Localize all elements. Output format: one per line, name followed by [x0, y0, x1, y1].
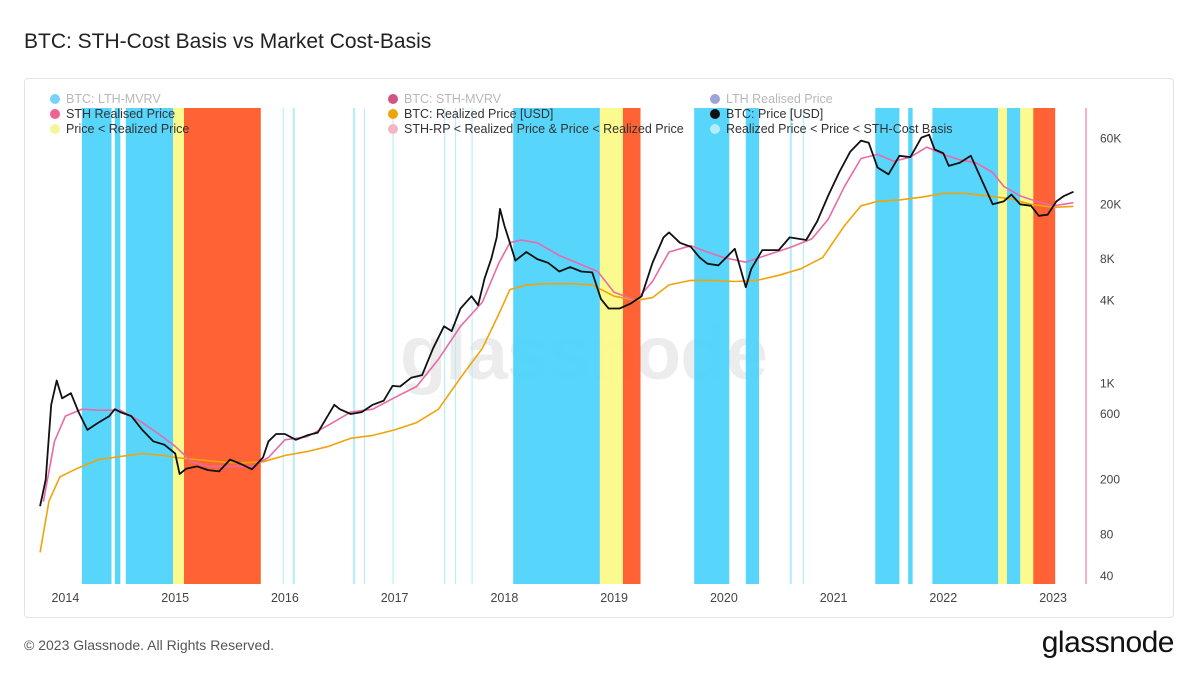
band-7-0 [694, 108, 730, 584]
band-3-5 [444, 108, 446, 584]
band-0-0 [81, 108, 112, 584]
series-line-2 [39, 192, 1074, 553]
x-tick-label-4: 2018 [490, 591, 518, 605]
legend-dot-icon [50, 124, 60, 134]
legend-label: LTH Realised Price [726, 92, 833, 106]
x-tick-label-8: 2022 [929, 591, 957, 605]
band-3-3 [363, 108, 365, 584]
y-axis-ticks: 40 80 200 600 1K 4K 8K 20K 60K [1100, 132, 1121, 583]
band-8-1 [802, 108, 804, 584]
x-tick-label-3: 2017 [381, 591, 409, 605]
legend-label: BTC: Realized Price [USD] [404, 107, 554, 121]
y-tick-label-2: 200 [1100, 473, 1120, 487]
x-tick-label-9: 2023 [1039, 591, 1067, 605]
x-tick-label-0: 2014 [51, 591, 79, 605]
band-3-7 [471, 108, 473, 584]
y-tick-label-0: 40 [1100, 569, 1114, 583]
band-3-2 [352, 108, 356, 584]
legend-dot-icon [710, 94, 720, 104]
legend-label: BTC: STH-MVRV [404, 92, 501, 106]
series-line-1 [42, 146, 1074, 502]
band-9-2 [932, 108, 999, 584]
y-tick-label-6: 8K [1100, 252, 1115, 266]
band-4-0 [513, 108, 600, 584]
legend-item-5[interactable]: BTC: Price [USD] [710, 107, 823, 121]
legend-item-6[interactable]: Price < Realized Price [50, 122, 189, 136]
legend-label: STH Realised Price [66, 107, 176, 121]
band-0-1 [114, 108, 121, 584]
y-tick-label-4: 1K [1100, 377, 1115, 391]
legend-item-1[interactable]: BTC: STH-MVRV [388, 92, 501, 106]
legend-item-0[interactable]: BTC: LTH-MVRV [50, 92, 161, 106]
band-6-0 [622, 108, 641, 584]
x-tick-label-6: 2020 [710, 591, 738, 605]
band-3-0 [282, 108, 284, 584]
band-9-1 [908, 108, 913, 584]
band-5-0 [599, 108, 623, 584]
legend-label: BTC: Price [USD] [726, 107, 824, 121]
band-12-0 [1033, 108, 1056, 584]
y-tick-label-7: 20K [1100, 197, 1121, 211]
legend-dot-icon [50, 109, 60, 119]
chart-panel [24, 78, 1174, 618]
band-8-0 [789, 108, 792, 584]
legend-label: Price < Realized Price [66, 122, 190, 136]
band-9-0 [875, 108, 900, 584]
band-1-0 [173, 108, 184, 584]
series-line-0 [39, 133, 1074, 507]
band-10-1 [1020, 108, 1034, 584]
band-11-0 [1007, 108, 1021, 584]
legend-item-8[interactable]: Realized Price < Price < STH-Cost Basis [710, 122, 952, 136]
band-0-2 [125, 108, 173, 584]
legend-item-7[interactable]: STH-RP < Realized Price & Price < Realiz… [388, 122, 684, 136]
legend-label: BTC: LTH-MVRV [66, 92, 161, 106]
band-7-1 [745, 108, 759, 584]
legend-dot-icon [388, 124, 398, 134]
legend-dot-icon [710, 109, 720, 119]
band-3-4 [392, 108, 394, 584]
legend-label: STH-RP < Realized Price & Price < Realiz… [404, 122, 684, 136]
x-tick-label-1: 2015 [161, 591, 189, 605]
x-axis-ticks: 2014 2015 2016 2017 2018 2019 2020 2021 2022 2023 [51, 591, 1067, 605]
band-3-6 [455, 108, 457, 584]
legend-dot-icon [388, 94, 398, 104]
chart-title: BTC: STH-Cost Basis vs Market Cost-Basis [24, 30, 432, 53]
band-2-0 [184, 108, 261, 584]
y-tick-label-5: 4K [1100, 294, 1115, 308]
legend-dot-icon [388, 109, 398, 119]
x-tick-label-7: 2021 [820, 591, 848, 605]
x-tick-label-2: 2016 [271, 591, 299, 605]
legend-dot-icon [710, 124, 720, 134]
band-layer [81, 108, 1056, 584]
legend-label: Realized Price < Price < STH-Cost Basis [726, 122, 953, 136]
legend-dot-icon [50, 94, 60, 104]
copyright-footer: © 2023 Glassnode. All Rights Reserved. [24, 637, 275, 653]
legend-item-4[interactable]: BTC: Realized Price [USD] [388, 107, 553, 121]
y-tick-label-1: 80 [1100, 528, 1114, 542]
brand-logo[interactable]: glassnode [1041, 626, 1175, 659]
y-tick-label-8: 60K [1100, 132, 1121, 146]
x-tick-label-5: 2019 [600, 591, 628, 605]
band-10-0 [998, 108, 1007, 584]
series-layer [39, 133, 1074, 553]
legend-item-3[interactable]: STH Realised Price [50, 107, 175, 121]
band-3-1 [292, 108, 295, 584]
y-tick-label-3: 600 [1100, 407, 1120, 421]
legend-item-2[interactable]: LTH Realised Price [710, 92, 833, 106]
